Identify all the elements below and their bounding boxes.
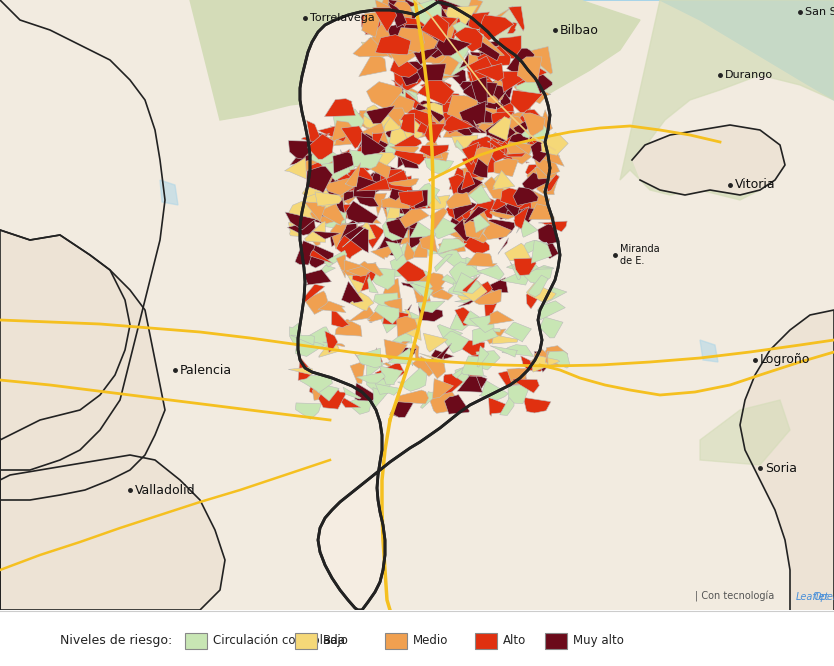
- FancyBboxPatch shape: [545, 633, 567, 649]
- Text: Soria: Soria: [765, 462, 797, 474]
- Text: Opendatasoft: Opendatasoft: [814, 592, 834, 602]
- FancyBboxPatch shape: [385, 633, 407, 649]
- Polygon shape: [530, 5, 570, 35]
- Polygon shape: [700, 340, 718, 362]
- Polygon shape: [160, 180, 178, 205]
- Text: Bajo: Bajo: [323, 634, 349, 647]
- Polygon shape: [190, 0, 640, 120]
- Text: San Sebastián: San Sebastián: [805, 7, 834, 17]
- FancyBboxPatch shape: [295, 633, 317, 649]
- Text: Palencia: Palencia: [180, 364, 232, 376]
- Polygon shape: [370, 120, 390, 145]
- Text: | Con tecnología: | Con tecnología: [695, 591, 777, 602]
- FancyBboxPatch shape: [185, 633, 207, 649]
- Polygon shape: [298, 2, 560, 610]
- Text: Leaflet: Leaflet: [796, 592, 829, 602]
- Text: Alto: Alto: [503, 634, 526, 647]
- FancyBboxPatch shape: [475, 633, 497, 649]
- Text: Miranda
de E.: Miranda de E.: [620, 244, 660, 266]
- Text: Medio: Medio: [413, 634, 449, 647]
- Polygon shape: [0, 230, 165, 500]
- Polygon shape: [700, 400, 790, 465]
- Polygon shape: [0, 230, 130, 610]
- Text: Muy alto: Muy alto: [573, 634, 624, 647]
- Polygon shape: [620, 0, 834, 200]
- Polygon shape: [632, 125, 785, 195]
- Text: Logroño: Logroño: [760, 354, 811, 366]
- Polygon shape: [0, 610, 834, 666]
- Text: Bilbao: Bilbao: [560, 23, 599, 37]
- Text: Vitoria: Vitoria: [735, 178, 776, 192]
- Polygon shape: [580, 0, 834, 100]
- Text: Torrelavega: Torrelavega: [310, 13, 374, 23]
- Polygon shape: [740, 310, 834, 610]
- Text: Circulación controlada: Circulación controlada: [213, 634, 345, 647]
- Polygon shape: [0, 455, 225, 610]
- Text: Durango: Durango: [725, 70, 773, 80]
- Text: Valladolid: Valladolid: [135, 484, 196, 496]
- Text: Niveles de riesgo:: Niveles de riesgo:: [60, 634, 173, 647]
